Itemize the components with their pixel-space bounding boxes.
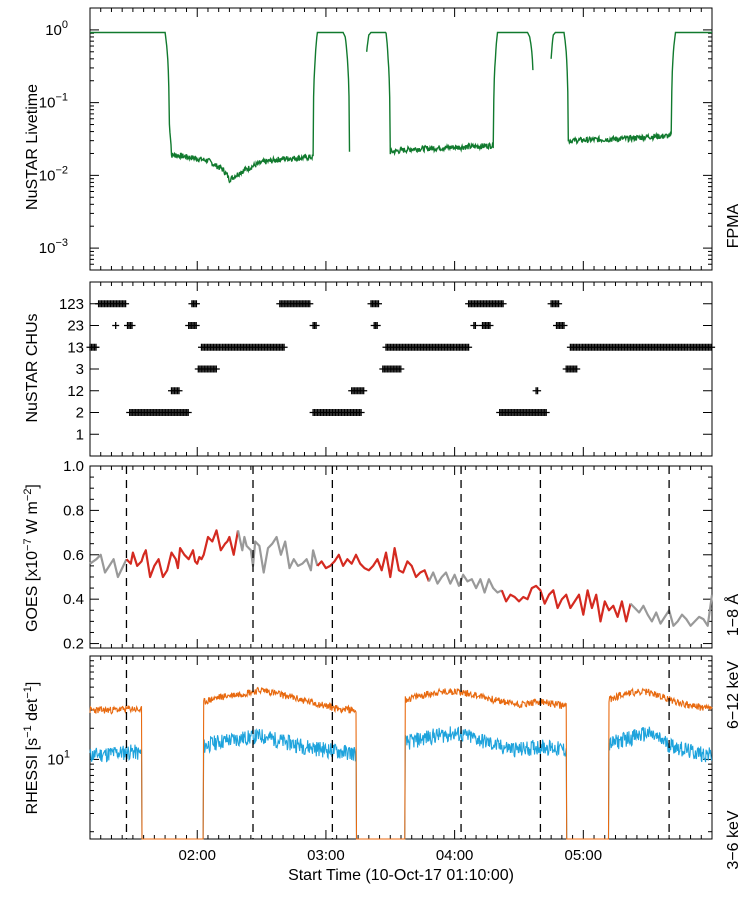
chu-13-markers: [86, 343, 716, 351]
x-tick-label: 04:00: [436, 847, 474, 864]
chu-3-markers: [194, 365, 581, 373]
chu-12-markers: [168, 387, 542, 395]
livetime-panel: 100 10−1 10−2 10−3 NuSTAR Livetime FPMA: [24, 7, 742, 271]
y-tick-label: 0.2: [63, 636, 84, 653]
y-tick-label: 0.8: [63, 502, 84, 519]
goes-line-gray: [427, 571, 503, 594]
rhessi-high-legend-label: 6−12 keV: [725, 661, 742, 729]
y-tick-label: 10−1: [39, 92, 68, 112]
rhessi-3-6-keV-line: [89, 686, 713, 840]
y-tick-label: 12: [67, 383, 84, 400]
y-tick-label: 101: [47, 748, 70, 768]
y-tick-label: 1.0: [63, 458, 84, 475]
goes-panel: 0.2 0.4 0.6 0.8 1.0 GOES [x10−7 W m−2] 1−8 Å: [22, 458, 742, 653]
fpma-livetime-line: [90, 31, 351, 184]
y-tick-label: 13: [67, 339, 84, 356]
y-tick-label: 100: [45, 19, 68, 39]
goes-ylabel: GOES [x10−7 W m−2]: [22, 484, 41, 632]
goes-line-gray: [236, 530, 319, 574]
y-tick-label: 1: [76, 426, 84, 443]
rhessi-6-12-keV-line: [89, 726, 713, 840]
y-tick-label: 0.6: [63, 547, 84, 564]
rhessi-low-legend-label: 3−6 keV: [725, 810, 742, 869]
y-tick-label: 0.4: [63, 591, 84, 608]
goes-legend-label: 1−8 Å: [723, 594, 742, 637]
x-tick-label: 02:00: [178, 847, 216, 864]
livetime-ylabel: NuSTAR Livetime: [24, 84, 41, 210]
chu-ylabel: NuSTAR CHUs: [24, 313, 41, 422]
goes-line-red: [500, 584, 632, 623]
goes-plot-area: 0.2 0.4 0.6 0.8 1.0: [63, 458, 714, 653]
rhessi-ylabel: RHESSI [s−1 det−1]: [22, 682, 41, 815]
goes-line-red: [125, 529, 240, 579]
x-axis-label: Start Time (10-Oct-17 01:10:00): [288, 867, 514, 884]
time-axis: 02:00 03:00 04:00 05:00: [178, 847, 602, 864]
chu-123-markers: [95, 300, 563, 308]
y-tick-label: 123: [59, 296, 84, 313]
y-tick-label: 23: [67, 318, 84, 335]
y-tick-label: 10−3: [39, 237, 68, 257]
fpma-livetime-line: [366, 31, 386, 52]
goes-line-red: [316, 547, 430, 582]
rhessi-plot-area: 101: [47, 655, 713, 840]
fpma-livetime-line: [550, 31, 712, 146]
y-tick-label: 2: [76, 405, 84, 422]
x-tick-label: 05:00: [565, 847, 603, 864]
x-tick-label: 03:00: [307, 847, 345, 864]
fpma-legend-label: FPMA: [725, 203, 742, 248]
goes-line-gray: [89, 553, 128, 579]
y-tick-label: 10−2: [39, 164, 68, 184]
y-tick-label: 3: [76, 361, 84, 378]
chu-23-markers: [112, 322, 568, 329]
livetime-plot-area: 100 10−1 10−2 10−3: [39, 7, 713, 271]
goes-line-gray: [629, 594, 714, 627]
plot-frame: [89, 465, 713, 649]
fpma-livetime-line: [385, 31, 534, 157]
chu-2-markers: [126, 409, 550, 416]
rhessi-panel: 101 RHESSI [s−1 det−1] 6−12 keV 3−6 keV: [22, 655, 742, 870]
